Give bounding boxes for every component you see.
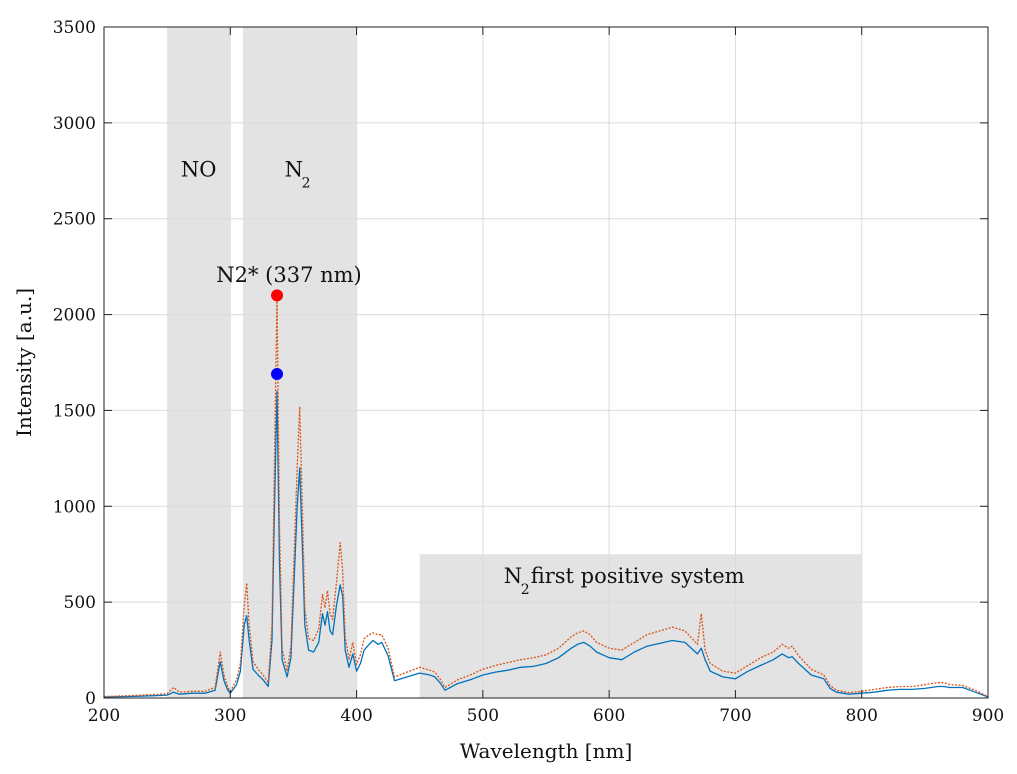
region-label-no: NO	[181, 158, 217, 182]
y-tick-label-2: 1000	[53, 497, 96, 517]
series-lines	[103, 294, 989, 698]
shaded-region-0	[167, 27, 231, 698]
x-tick-label-3: 500	[467, 706, 499, 726]
series-line-1	[103, 294, 989, 698]
chart-text: 200 300 400 500 600 700 800 900 0 500 1000 1500 2000…	[12, 18, 1004, 763]
region-label-first-positive-rest: first positive system	[531, 564, 745, 588]
y-tick-label-1: 500	[64, 593, 96, 613]
peak-annotation-label: N2* (337 nm)	[216, 263, 362, 287]
x-axis-label: Wavelength [nm]	[460, 739, 633, 763]
region-label-n2-subscript: 2	[302, 176, 311, 192]
y-tick-label-3: 1500	[53, 401, 96, 421]
series-line-0	[103, 390, 989, 698]
x-tick-label-7: 900	[972, 706, 1004, 726]
axes	[103, 26, 989, 699]
x-tick-label-1: 300	[214, 706, 246, 726]
x-tick-label-0: 200	[88, 706, 120, 726]
shaded-regions	[167, 27, 862, 698]
y-tick-label-4: 2000	[53, 306, 96, 326]
region-label-n2: N	[285, 158, 303, 182]
y-tick-label-0: 0	[85, 689, 96, 709]
y-tick-label-5: 2500	[53, 210, 96, 230]
region-label-first-positive: N	[504, 564, 522, 588]
x-tick-label-4: 600	[593, 706, 625, 726]
peak-marker-0	[271, 289, 284, 302]
peak-markers	[271, 289, 284, 381]
axes-box	[103, 26, 989, 699]
x-tick-label-5: 700	[719, 706, 751, 726]
shaded-region-1	[242, 27, 357, 698]
region-label-first-positive-subscript: 2	[521, 582, 530, 598]
x-tick-label-2: 400	[340, 706, 372, 726]
y-axis-label: Intensity [a.u.]	[12, 288, 36, 437]
x-tick-label-6: 800	[845, 706, 877, 726]
peak-marker-1	[271, 368, 284, 381]
y-tick-label-6: 3000	[53, 114, 96, 134]
y-tick-label-7: 3500	[53, 18, 96, 38]
shaded-region-2	[419, 554, 862, 698]
